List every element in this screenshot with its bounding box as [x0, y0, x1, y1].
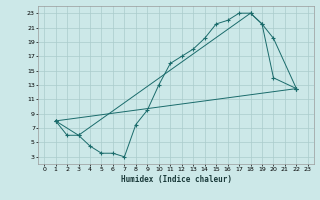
X-axis label: Humidex (Indice chaleur): Humidex (Indice chaleur): [121, 175, 231, 184]
